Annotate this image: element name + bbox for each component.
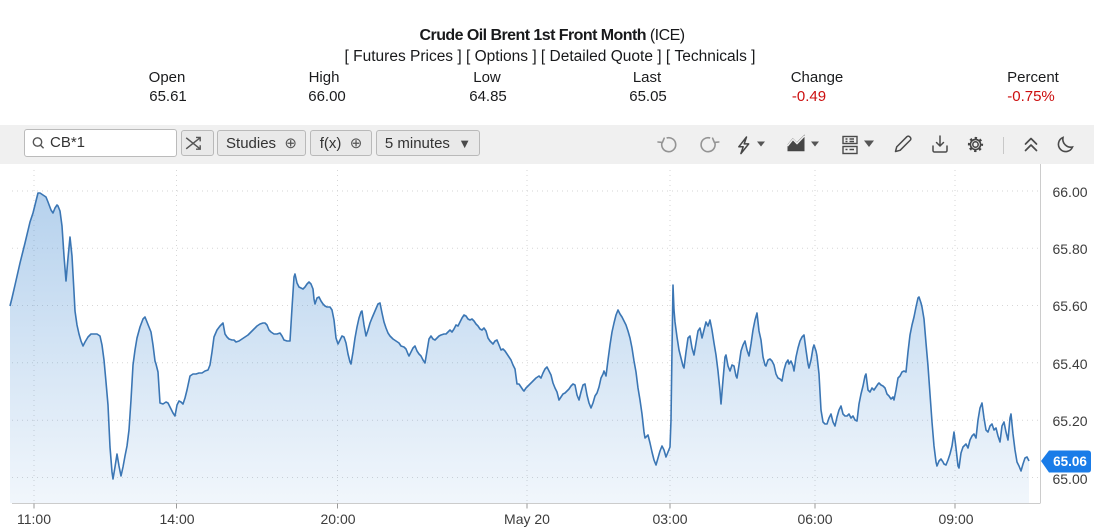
svg-text:65.06: 65.06 (1053, 454, 1087, 469)
